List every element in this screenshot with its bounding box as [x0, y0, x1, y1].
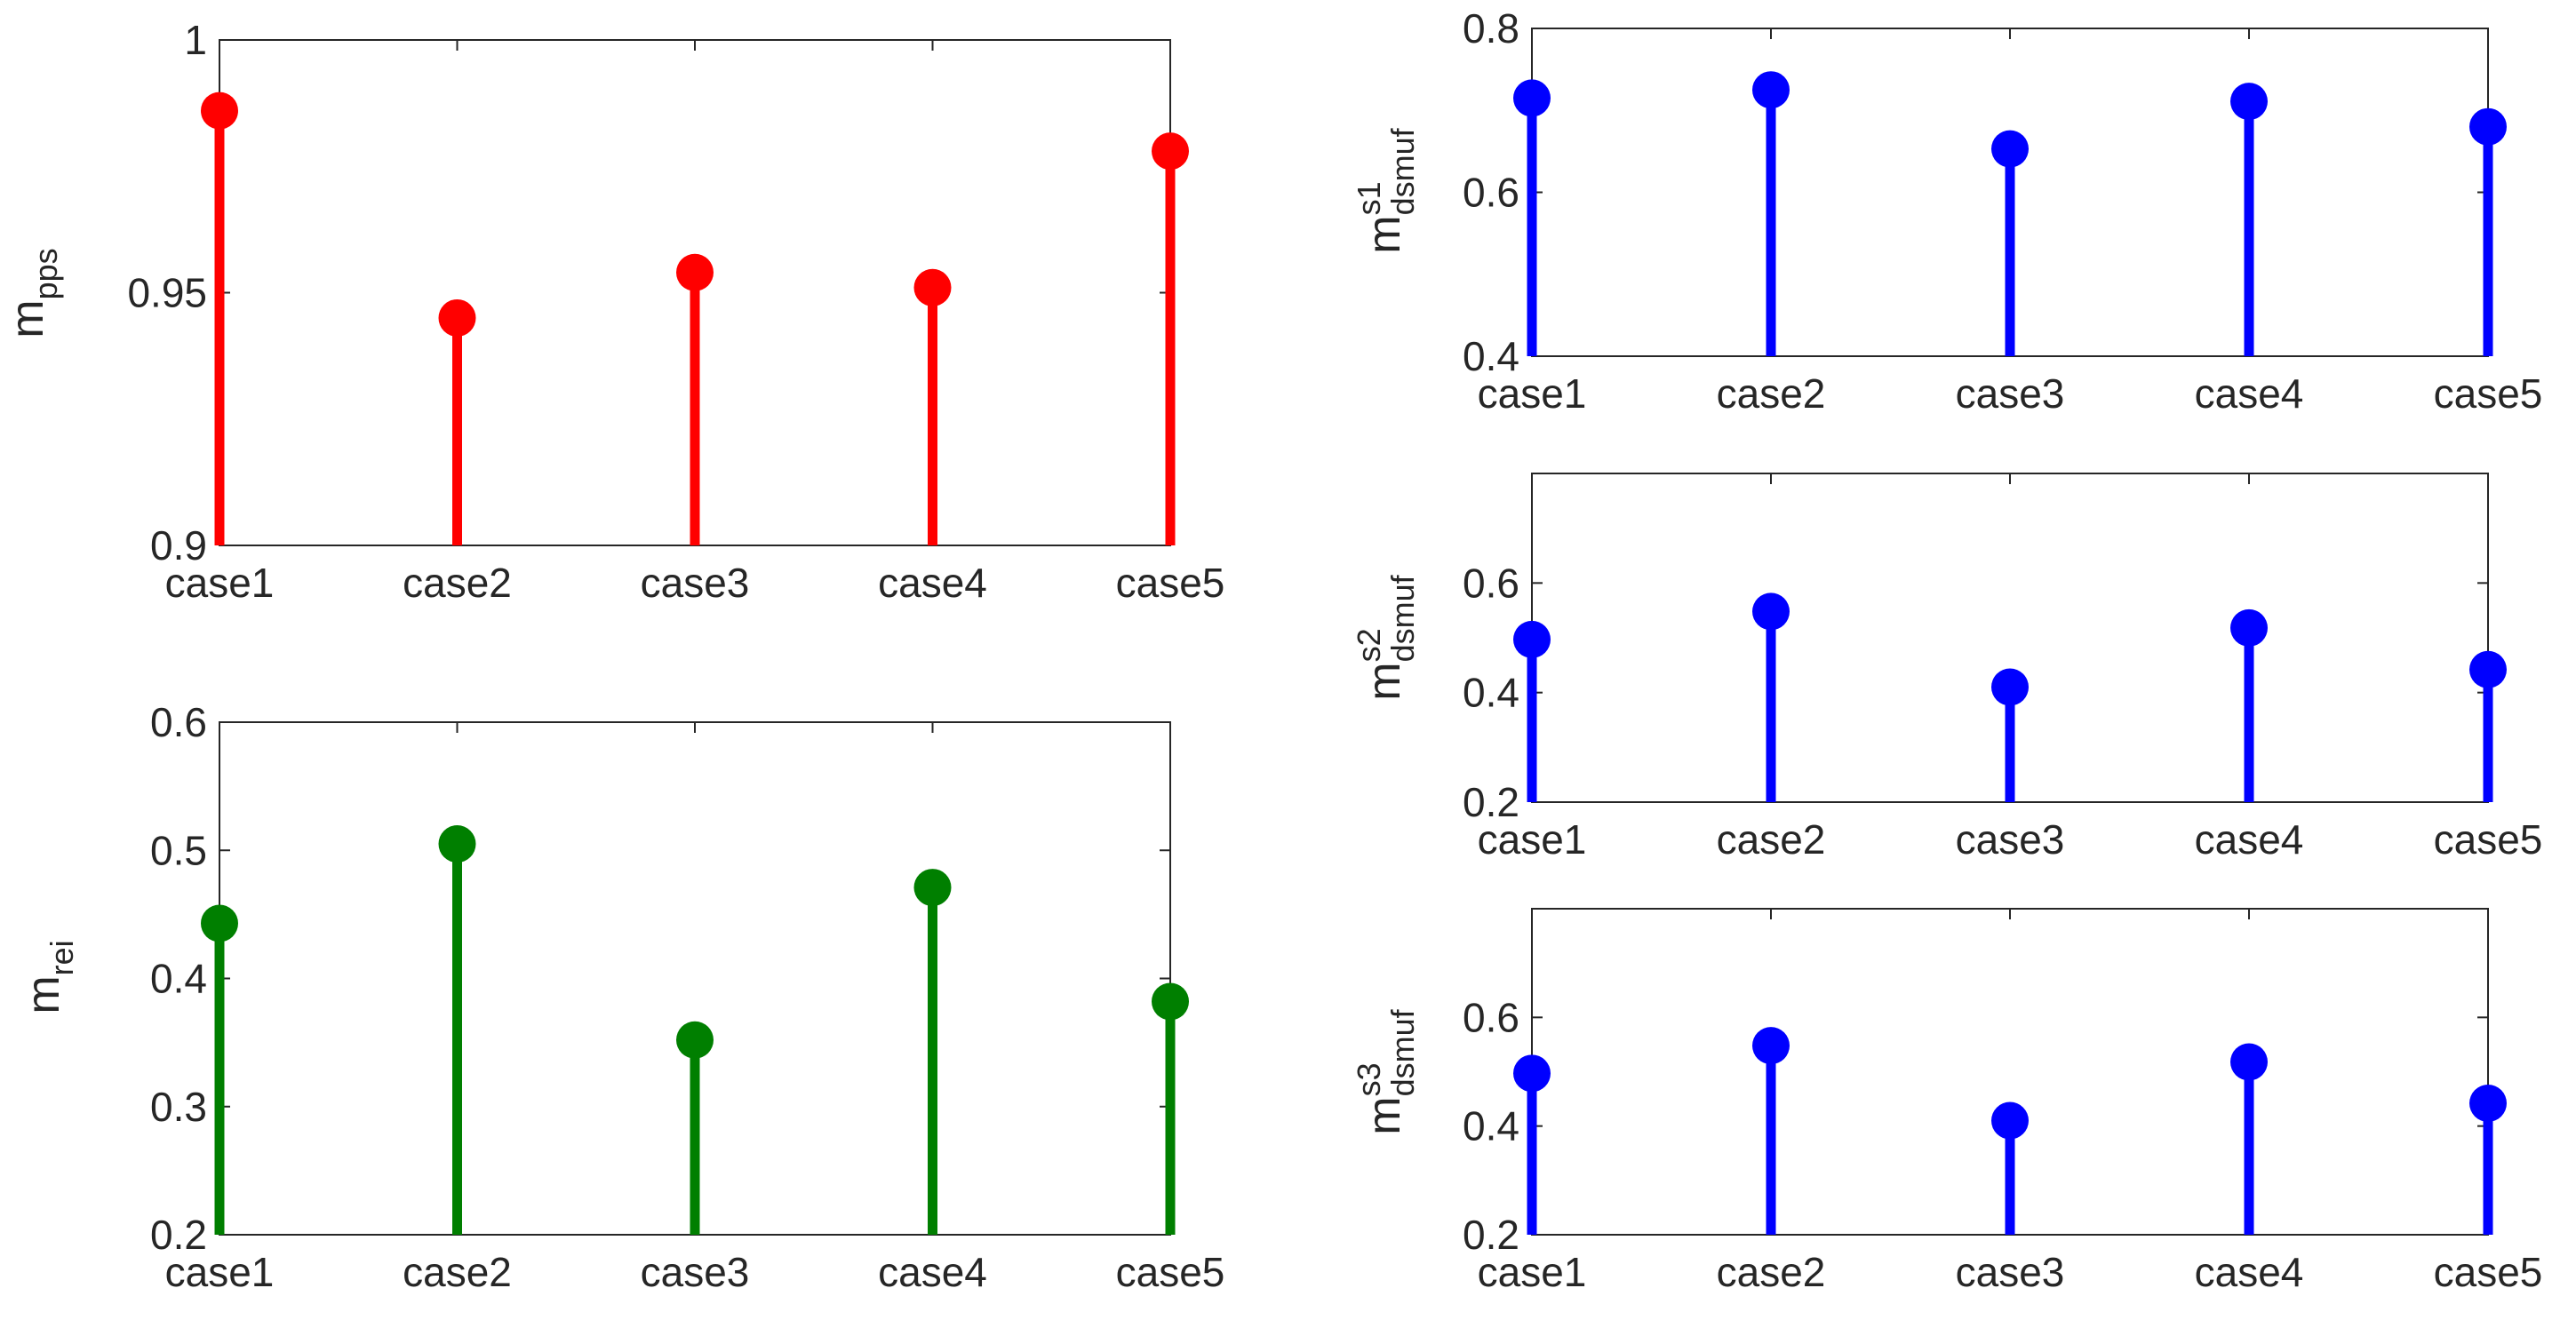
y-tick-label: 0.2 [150, 1212, 207, 1258]
y-tick-label: 0.6 [1463, 170, 1519, 216]
stem-marker-case1 [1513, 620, 1551, 658]
y-tick-label: 0.6 [150, 699, 207, 745]
y-tick-label: 0.8 [1463, 5, 1519, 52]
y-tick-label: 0.95 [127, 270, 207, 316]
stem-marker-case2 [1752, 1027, 1790, 1065]
x-tick-label: case1 [165, 1249, 275, 1295]
stem-marker-case2 [1752, 71, 1790, 109]
y-tick-label: 0.2 [1463, 1212, 1519, 1258]
y-axis-label-main: m [2, 299, 53, 338]
stem-marker-case1 [201, 904, 238, 942]
x-tick-label: case1 [165, 560, 275, 606]
stem-marker-case2 [438, 298, 476, 337]
y-tick-label: 0.4 [150, 956, 207, 1002]
x-tick-label: case2 [1717, 1249, 1826, 1295]
y-tick-label: 0.4 [1463, 333, 1519, 379]
stem-marker-case5 [2469, 650, 2507, 688]
stem-series [1513, 71, 2507, 356]
y-tick-label: 0.4 [1463, 1103, 1519, 1149]
x-tick-label: case5 [2434, 816, 2543, 863]
y-tick-label: 0.3 [150, 1084, 207, 1130]
stem-marker-case3 [1991, 1101, 2029, 1140]
stem-marker-case3 [1991, 668, 2029, 706]
chart-panel-2: 0.2 0.3 0.4 0.5 0.6 case1 case2 case3 case4 case5… [18, 699, 1224, 1295]
y-axis-label: ms1dsmuf [1351, 127, 1421, 253]
chart-panel-4: 0.2 0.4 0.6 case1 case2 case3 case4 case5 ms2dsm… [1351, 473, 2542, 863]
y-axis-label-superscript: s1 [1351, 181, 1387, 215]
stem-marker-case4 [913, 268, 952, 306]
stem-marker-case2 [438, 825, 476, 863]
stem-series [201, 825, 1189, 1235]
stem-marker-case1 [1513, 1054, 1551, 1093]
chart-panel-5: 0.2 0.4 0.6 case1 case2 case3 case4 case5 ms3dsm… [1351, 908, 2543, 1295]
x-tick-label: case5 [2434, 370, 2543, 417]
y-tick-label: 0.9 [150, 522, 207, 569]
y-tick-label: 0.5 [150, 827, 207, 873]
stem-series [201, 91, 1189, 545]
x-tick-label: case2 [1717, 370, 1826, 417]
y-tick-label: 1 [184, 17, 207, 63]
stem-marker-case5 [2469, 1084, 2507, 1122]
y-axis-label-main: m [18, 975, 69, 1014]
chart-panel-1: 0.9 0.95 1 case1 case2 case3 case4 case5 mpps [2, 17, 1224, 606]
x-tick-label: case3 [1956, 816, 2065, 863]
stem-marker-case4 [2230, 1043, 2268, 1081]
x-tick-label: case4 [878, 1249, 987, 1295]
x-tick-label: case3 [641, 560, 750, 606]
y-tick-label: 0.4 [1463, 670, 1519, 716]
stem-series [1513, 1027, 2507, 1235]
y-axis-label-superscript: s3 [1351, 1062, 1387, 1096]
y-axis-label-subscript: dsmuf [1384, 574, 1421, 662]
stem-marker-case5 [1152, 982, 1189, 1021]
x-tick-label: case4 [2195, 1249, 2304, 1295]
x-tick-label: case4 [878, 560, 987, 606]
y-axis-label-main: m [1359, 1096, 1410, 1134]
x-tick-label: case2 [403, 560, 512, 606]
y-tick-label: 0.6 [1463, 560, 1519, 606]
stem-marker-case4 [913, 869, 952, 907]
stem-marker-case2 [1752, 592, 1790, 631]
y-axis-label: ms2dsmuf [1351, 574, 1421, 700]
stem-marker-case1 [201, 91, 238, 130]
stem-marker-case3 [676, 253, 714, 291]
x-tick-label: case1 [1478, 1249, 1587, 1295]
x-tick-label: case4 [2195, 370, 2304, 417]
x-tick-label: case5 [2434, 1249, 2543, 1295]
y-axis-label-subscript: rei [44, 940, 80, 975]
y-axis-label: mrei [18, 940, 80, 1014]
y-axis-label-main: m [1359, 215, 1410, 253]
chart-panel-3: 0.4 0.6 0.8 case1 case2 case3 case4 case5 ms1dsm… [1351, 5, 2542, 417]
stem-marker-case4 [2230, 83, 2268, 121]
stem-marker-case3 [1991, 130, 2029, 168]
x-tick-label: case4 [2195, 816, 2304, 863]
y-axis-label: ms3dsmuf [1351, 1008, 1421, 1134]
y-axis-label-subscript: dsmuf [1384, 127, 1421, 215]
x-tick-label: case1 [1478, 370, 1587, 417]
y-axis-label-subscript: pps [28, 248, 64, 299]
x-tick-label: case3 [641, 1249, 750, 1295]
y-axis-label: mpps [2, 248, 64, 338]
stem-series [1513, 592, 2507, 802]
x-tick-label: case5 [1116, 1249, 1225, 1295]
stem-marker-case4 [2230, 608, 2268, 647]
x-tick-label: case2 [403, 1249, 512, 1295]
x-tick-label: case5 [1116, 560, 1225, 606]
y-axis-label-main: m [1359, 662, 1410, 700]
x-tick-label: case2 [1717, 816, 1826, 863]
stem-marker-case1 [1513, 79, 1551, 117]
y-axis-label-superscript: s2 [1351, 628, 1387, 662]
stem-marker-case3 [676, 1021, 714, 1059]
x-tick-label: case3 [1956, 1249, 2065, 1295]
stem-marker-case5 [2469, 107, 2507, 146]
stem-marker-case5 [1152, 132, 1189, 171]
y-tick-label: 0.2 [1463, 779, 1519, 825]
x-tick-label: case3 [1956, 370, 2065, 417]
y-axis-label-subscript: dsmuf [1384, 1008, 1421, 1096]
x-tick-label: case1 [1478, 816, 1587, 863]
y-tick-label: 0.6 [1463, 994, 1519, 1040]
